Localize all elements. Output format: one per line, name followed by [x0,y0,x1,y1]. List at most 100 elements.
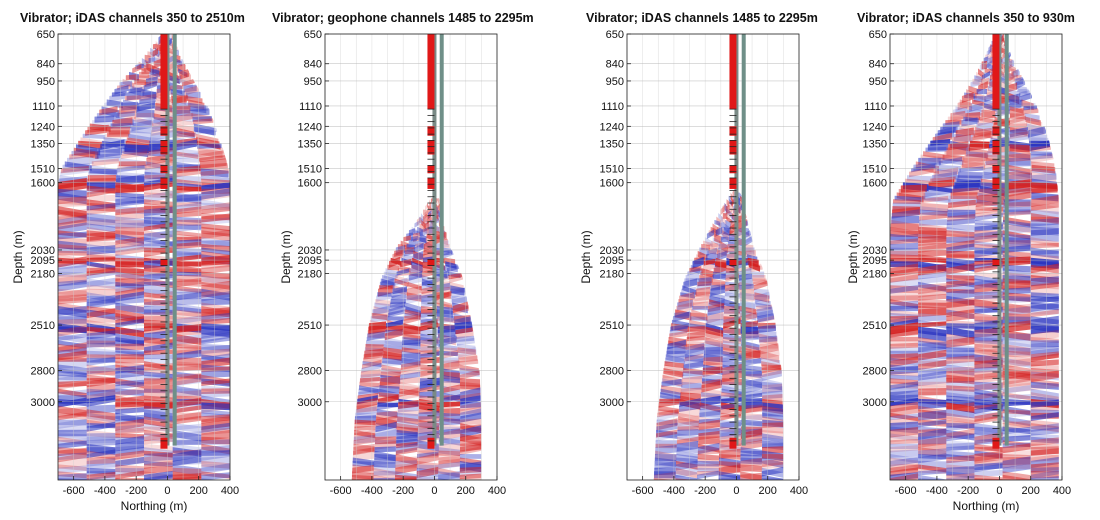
reflector-band [1002,471,1031,480]
reflector-band [107,130,130,137]
reflector-band [86,202,116,212]
reflector-band [86,213,116,224]
reflector-band [144,453,173,465]
reflector-band [696,283,711,291]
reflector-band [201,449,230,461]
reflector-band [172,292,202,301]
reflector-band [1030,462,1059,473]
reflector-band [115,183,144,194]
reflector-band [697,470,719,476]
reflector-band [655,440,677,448]
reflector-band [1030,423,1059,433]
reflector-band [93,157,120,163]
reflector-band [86,328,116,336]
reflector-band [58,305,87,316]
reflector-band [172,113,192,123]
reflector-band [946,278,975,288]
reflector-band [757,315,775,325]
reflector-band [359,377,380,383]
reflector-band [669,331,688,339]
reflector-band [94,115,115,123]
reflector-band [105,131,128,140]
reflector-band [890,381,919,389]
reflector-band [172,206,202,215]
reflector-band [1031,202,1059,215]
reflector-band [355,406,377,416]
reflector-band [1030,228,1059,236]
reflector-band [1004,187,1032,194]
reflector-band [195,127,218,135]
reflector-band [955,127,974,138]
reflector-band [173,127,195,137]
reflector-band [201,445,230,454]
reflector-band [1002,400,1031,407]
reflector-band [975,92,987,101]
reflector-band [1003,201,1032,208]
reflector-band [395,454,418,466]
reflector-band [1009,127,1028,138]
reflector-band [131,119,153,132]
reflector-band [1030,436,1059,444]
reflector-band [58,333,87,344]
reflector-band [439,349,459,360]
reflector-band [890,223,919,231]
reflector-band [439,350,458,357]
reflector-band [1009,115,1026,125]
reflector-band [752,278,767,285]
reflector-band [918,391,947,397]
reflector-band [1002,379,1031,388]
reflector-band [761,478,784,480]
reflector-band [421,227,428,237]
reflector-band [172,285,202,294]
reflector-band [974,307,1003,314]
reflector-band [58,419,87,426]
reflector-band [192,116,212,122]
reflector-band [918,340,947,350]
y-tick-label: 650 [304,29,322,41]
reflector-band [890,445,919,453]
reflector-band [460,378,481,387]
reflector-band [762,405,783,415]
reflector-band [384,340,403,350]
reflector-band [381,359,402,367]
reflector-band [890,472,919,480]
reflector-band [58,195,87,205]
reflector-band [933,167,959,179]
reflector-band [172,157,200,163]
reflector-band [58,262,87,270]
well-trace [997,34,1002,446]
reflector-band [686,340,705,349]
well-trace [741,34,746,446]
well-log-red [992,259,1000,266]
reflector-band [201,276,230,285]
reflector-band [970,79,980,88]
reflector-band [142,89,157,100]
reflector-band [353,434,375,444]
reflector-band [918,285,947,295]
reflector-band [918,235,947,244]
reflector-band [119,104,138,115]
reflector-band [890,473,919,480]
reflector-band [890,247,919,257]
reflector-band [974,381,1003,391]
reflector-band [172,241,202,250]
reflector-band [946,454,975,464]
reflector-band [935,168,960,180]
reflector-band [698,419,720,431]
reflector-band [740,457,762,465]
reflector-band [91,158,119,167]
reflector-band [974,294,1003,302]
reflector-band [1029,140,1050,152]
reflector-band [58,381,87,390]
reflector-band [739,195,743,202]
reflector-band [726,250,737,258]
reflector-band [987,61,993,72]
reflector-band [1030,448,1059,456]
well-log-red [992,126,1000,136]
reflector-band [172,449,202,462]
reflector-band [685,343,705,350]
reflector-band [1002,343,1031,356]
reflector-band [143,63,153,73]
reflector-band [1030,249,1059,256]
reflector-band [713,263,726,275]
